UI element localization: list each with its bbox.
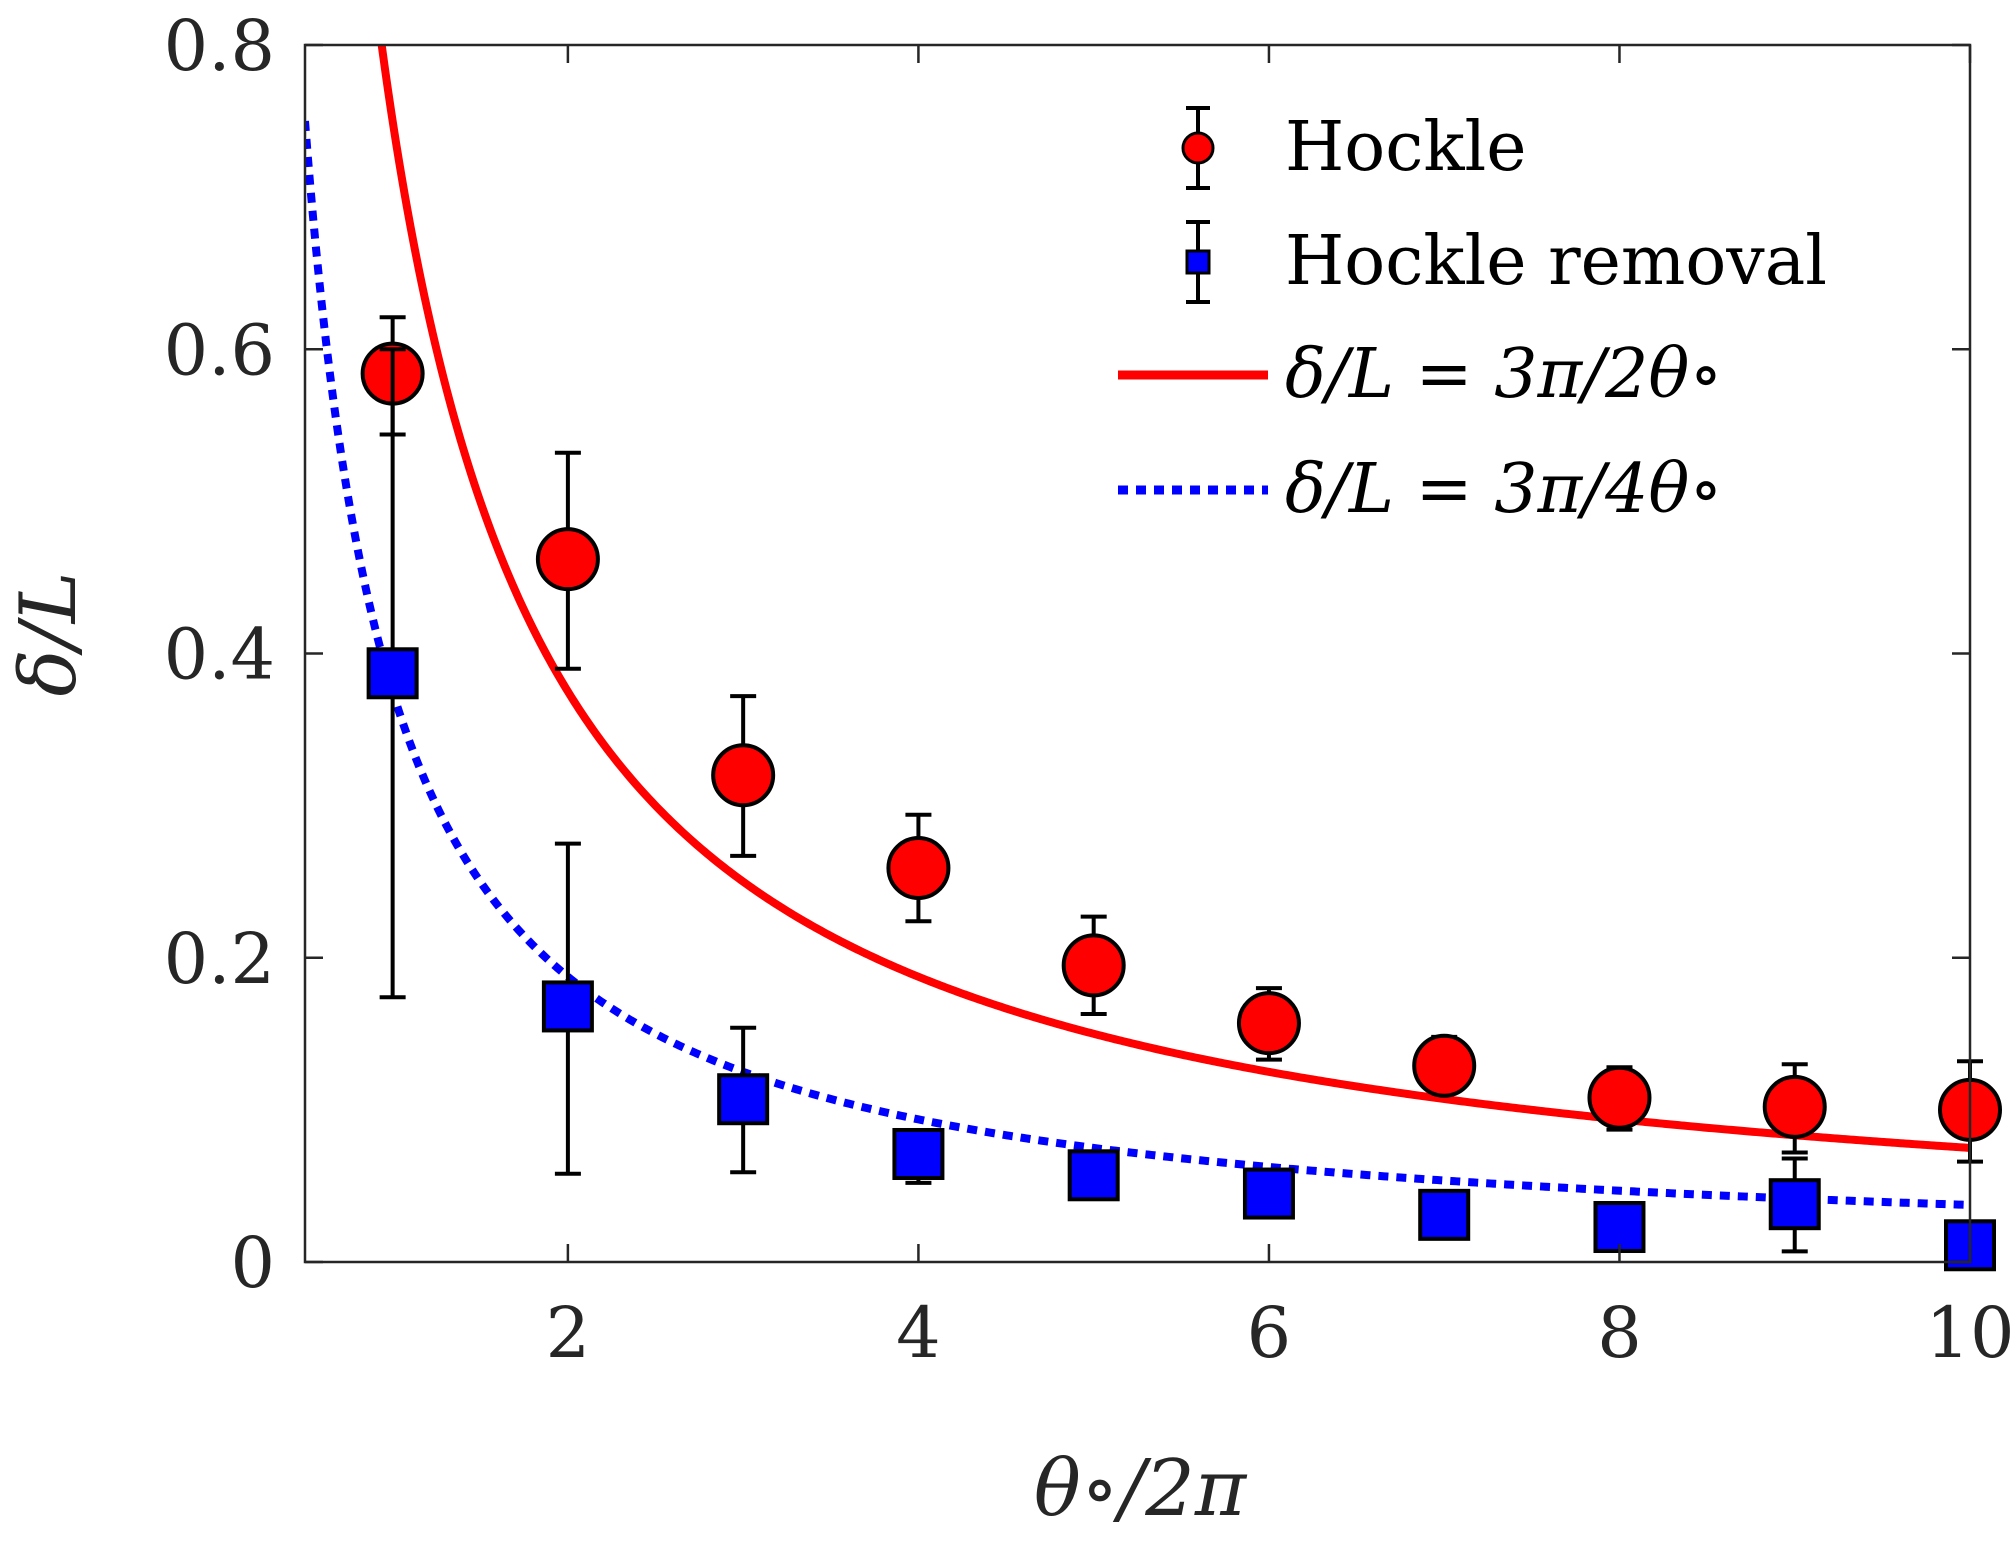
hockle-removal-point xyxy=(366,647,419,700)
y-tick-label: 0.4 xyxy=(164,614,275,696)
y-tick-label: 0.6 xyxy=(164,309,275,391)
hockle-point xyxy=(886,835,951,900)
legend-entry: Hockle removal xyxy=(1185,220,1827,304)
y-tick-label: 0.8 xyxy=(164,5,275,87)
hockle-point xyxy=(1236,991,1301,1056)
plot-area xyxy=(305,45,2002,1272)
legend-entry: Hockle xyxy=(1181,106,1527,190)
hockle-removal-point xyxy=(717,1073,770,1126)
hockle-removal-point xyxy=(541,980,594,1033)
legend: Hockle Hockle removal δ/L = 3π/2θ∘ δ/L = 3π… xyxy=(1118,106,1827,529)
y-tick-label: 0 xyxy=(230,1222,275,1304)
legend-entry: δ/L = 3π/4θ∘ xyxy=(1118,450,1723,529)
x-tick-label: 10 xyxy=(1925,1292,2014,1374)
x-tick-label: 6 xyxy=(1247,1292,1292,1374)
y-tick-label: 0.2 xyxy=(164,918,275,1000)
x-tick-label: 2 xyxy=(546,1292,591,1374)
hockle-removal-point xyxy=(1593,1201,1646,1254)
legend-label: Hockle xyxy=(1285,108,1527,187)
x-axis-label: θ∘/2π xyxy=(1034,1444,1248,1534)
legend-marker-circle xyxy=(1181,131,1215,165)
fit-curve-solid xyxy=(377,45,1970,1152)
y-axis-label: δ/L xyxy=(4,571,94,696)
y-axis-ticks: 0 0.2 0.4 0.6 0.8 xyxy=(164,5,1970,1304)
x-tick-label: 4 xyxy=(896,1292,941,1374)
hockle-removal-point xyxy=(1067,1149,1120,1202)
hockle-removal-point xyxy=(1242,1167,1295,1220)
legend-entry: δ/L = 3π/2θ∘ xyxy=(1118,335,1723,414)
hockle-point xyxy=(1061,933,1126,998)
hockle-point xyxy=(1587,1065,1652,1130)
hockle-point xyxy=(711,743,776,808)
legend-label: δ/L = 3π/4θ∘ xyxy=(1285,450,1723,529)
legend-marker-square xyxy=(1185,249,1211,275)
hockle-removal-point xyxy=(1768,1178,1821,1231)
hockle-point xyxy=(1412,1033,1477,1098)
hockle-removal-point xyxy=(1418,1188,1471,1241)
x-tick-label: 8 xyxy=(1597,1292,1642,1374)
hockle-point xyxy=(535,527,600,592)
x-axis-ticks: 2 4 6 8 10 xyxy=(546,45,2015,1374)
hockle-removal-point xyxy=(892,1127,945,1180)
hockle-point xyxy=(1762,1074,1827,1139)
legend-label: δ/L = 3π/2θ∘ xyxy=(1285,335,1723,414)
legend-label: Hockle removal xyxy=(1285,222,1827,301)
